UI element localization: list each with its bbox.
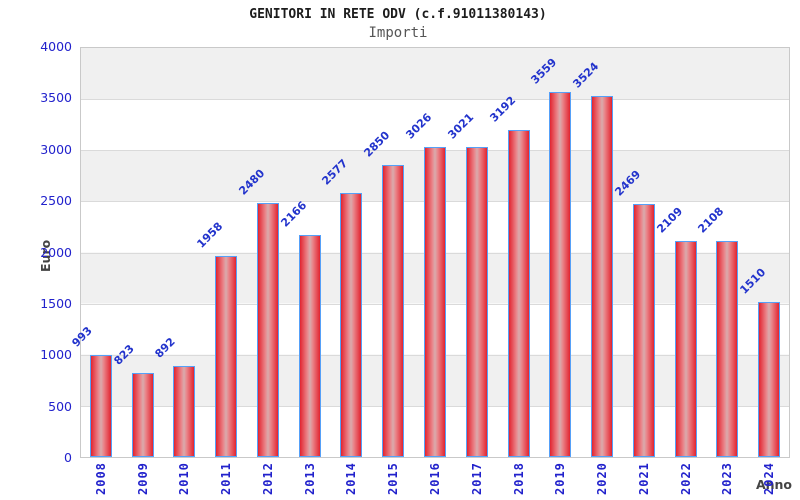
y-tick-label: 3500 (40, 90, 72, 105)
x-tick-label-2024: 2024 (762, 462, 776, 495)
x-tick-label-2013: 2013 (303, 462, 317, 495)
y-tick-label: 3000 (40, 142, 72, 157)
bar-2024 (758, 302, 780, 457)
x-tick-label-2012: 2012 (261, 462, 275, 495)
y-tick-label: 0 (64, 450, 72, 465)
bar-2011 (215, 256, 237, 457)
x-tick-label-2014: 2014 (344, 462, 358, 495)
y-tick-label: 1000 (40, 347, 72, 362)
y-tick-label: 2500 (40, 193, 72, 208)
x-tick-label-2022: 2022 (679, 462, 693, 495)
bar-2023 (716, 241, 738, 457)
bar-2020 (591, 96, 613, 457)
chart-title: GENITORI IN RETE ODV (c.f.91011380143) (249, 7, 547, 22)
x-tick-label-2019: 2019 (553, 462, 567, 495)
y-tick-label: 1500 (40, 296, 72, 311)
y-tick-label: 500 (48, 399, 72, 414)
x-tick-label-2009: 2009 (136, 462, 150, 495)
bar-2016 (424, 147, 446, 457)
bar-2012 (257, 203, 279, 457)
bar-2019 (549, 92, 571, 457)
x-tick-label-2021: 2021 (637, 462, 651, 495)
x-tick-label-2017: 2017 (470, 462, 484, 495)
bar-2015 (382, 165, 404, 457)
gridline (81, 99, 789, 100)
x-axis-label: Anno (755, 477, 792, 492)
x-tick-label-2008: 2008 (94, 462, 108, 495)
bar-2018 (508, 130, 530, 457)
bar-2014 (340, 193, 362, 457)
x-tick-label-2016: 2016 (428, 462, 442, 495)
bar-2013 (299, 235, 321, 457)
x-tick-label-2020: 2020 (595, 462, 609, 495)
bar-2010 (173, 366, 195, 457)
bar-2008 (90, 355, 112, 457)
bar-2017 (466, 147, 488, 457)
y-tick-label: 2000 (40, 245, 72, 260)
x-tick-label-2015: 2015 (386, 462, 400, 495)
chart-subtitle: Importi (368, 25, 428, 41)
bar-2009 (132, 373, 154, 457)
y-tick-label: 4000 (40, 39, 72, 54)
bar-2021 (633, 204, 655, 457)
x-tick-label-2011: 2011 (219, 462, 233, 495)
x-tick-label-2018: 2018 (512, 462, 526, 495)
x-tick-label-2023: 2023 (720, 462, 734, 495)
bar-2022 (675, 241, 697, 457)
x-tick-label-2010: 2010 (177, 462, 191, 495)
